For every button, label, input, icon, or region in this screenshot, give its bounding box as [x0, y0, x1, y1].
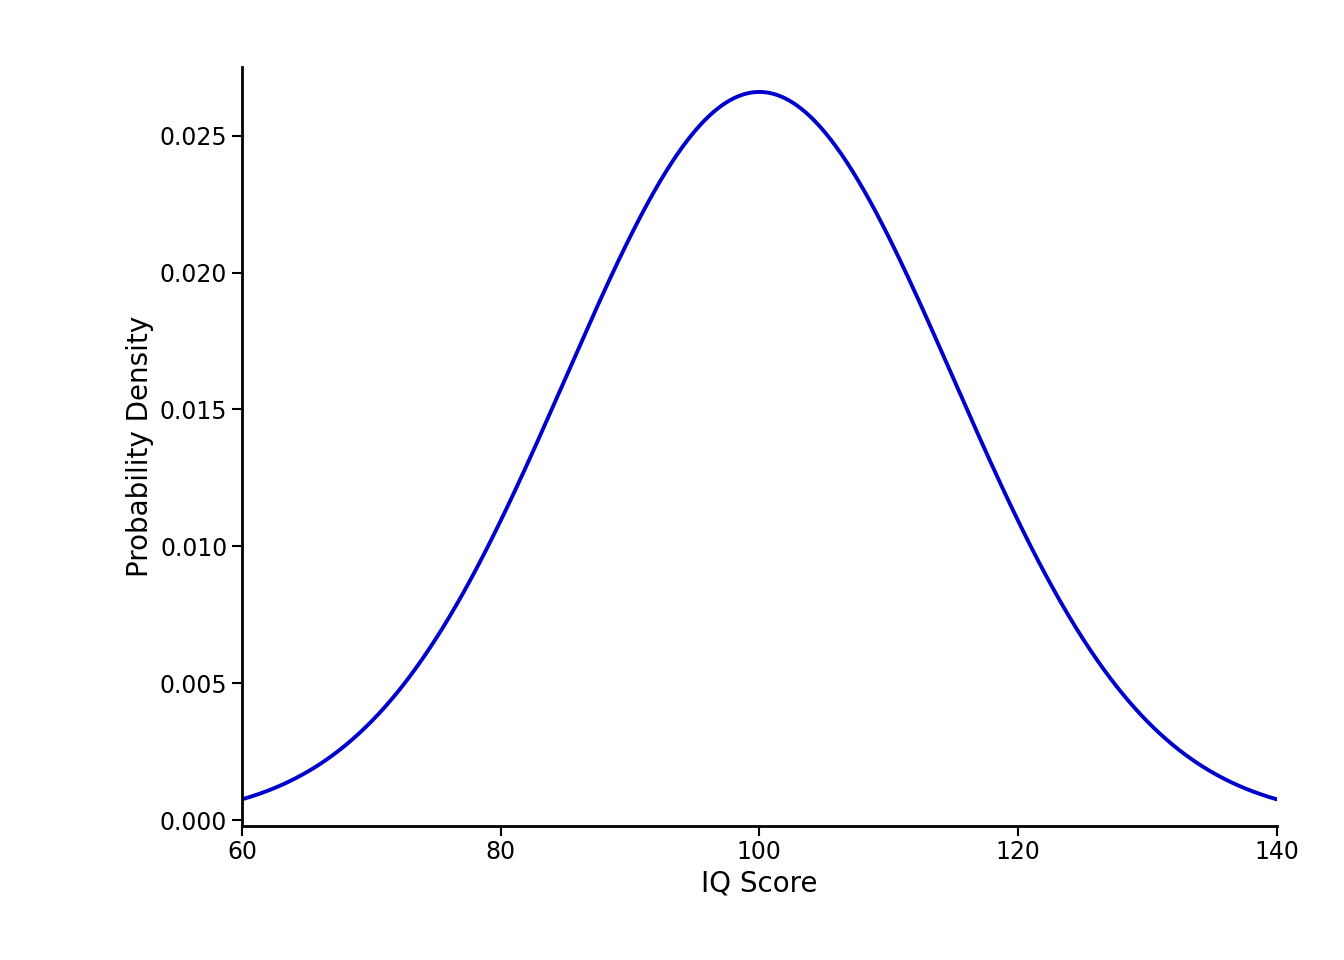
X-axis label: IQ Score: IQ Score: [702, 870, 817, 898]
Y-axis label: Probability Density: Probability Density: [126, 316, 155, 577]
